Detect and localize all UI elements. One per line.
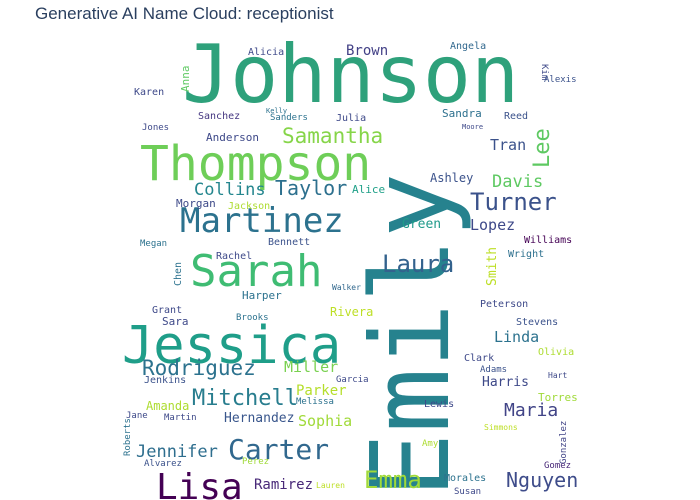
- word-jessica: Jessica: [122, 316, 342, 376]
- word-olivia: Olivia: [538, 347, 575, 358]
- word-hernandez: Hernandez: [224, 411, 295, 426]
- word-gomez: Gomez: [544, 461, 572, 471]
- word-sophia: Sophia: [298, 412, 353, 430]
- word-alice: Alice: [352, 183, 386, 196]
- word-alvarez: Alvarez: [144, 459, 182, 469]
- word-martinez: Martinez: [180, 201, 344, 241]
- word-rivera: Rivera: [330, 305, 374, 319]
- word-anna: Anna: [179, 65, 192, 93]
- chart-title: Generative AI Name Cloud: receptionist: [35, 4, 334, 23]
- word-moore: Moore: [462, 123, 484, 131]
- word-perez: Perez: [242, 457, 270, 467]
- word-alexis: Alexis: [544, 75, 577, 85]
- word-sandra: Sandra: [442, 107, 482, 120]
- word-clark: Clark: [464, 353, 495, 364]
- word-sarah: Sarah: [190, 246, 323, 297]
- word-cloud: Johnson Emily Thompson Jessica Sarah Mar…: [120, 40, 580, 500]
- word-megan: Megan: [140, 239, 168, 249]
- word-chen: Chen: [173, 261, 184, 286]
- word-brown: Brown: [346, 43, 389, 59]
- word-melissa: Melissa: [296, 397, 334, 407]
- word-mitchell: Mitchell: [192, 386, 298, 411]
- word-nguyen: Nguyen: [506, 468, 579, 492]
- word-emma: Emma: [364, 466, 422, 494]
- word-carter: Carter: [228, 433, 330, 466]
- word-reed: Reed: [504, 111, 529, 122]
- word-rachel: Rachel: [216, 251, 253, 262]
- word-stevens: Stevens: [516, 317, 559, 328]
- word-linda: Linda: [494, 328, 540, 346]
- word-smith: Smith: [485, 246, 500, 286]
- word-lopez: Lopez: [470, 216, 516, 234]
- word-karen: Karen: [134, 87, 165, 98]
- word-jennifer: Jennifer: [136, 442, 218, 462]
- word-turner: Turner: [470, 188, 557, 216]
- word-lisa: Lisa: [156, 467, 243, 500]
- word-parker: Parker: [296, 383, 347, 399]
- word-peterson: Peterson: [480, 299, 529, 310]
- word-amy: Amy: [422, 439, 439, 449]
- word-harper: Harper: [242, 289, 282, 302]
- word-walker: Walker: [332, 283, 361, 292]
- word-tran: Tran: [490, 136, 527, 154]
- word-taylor: Taylor: [275, 176, 348, 200]
- word-julia: Julia: [336, 113, 367, 124]
- word-ashley: Ashley: [430, 171, 474, 185]
- word-roberts: Roberts: [123, 418, 133, 456]
- word-brooks: Brooks: [236, 313, 269, 323]
- word-kelly: Kelly: [266, 107, 288, 115]
- word-torres: Torres: [538, 391, 578, 404]
- word-adams: Adams: [480, 365, 508, 375]
- word-sanders: Sanders: [270, 113, 308, 123]
- word-collins: Collins: [194, 180, 266, 200]
- word-morales: Morales: [444, 473, 487, 484]
- word-samantha: Samantha: [282, 124, 384, 148]
- word-rodriguez: Rodriguez: [142, 356, 256, 380]
- word-anderson: Anderson: [206, 131, 259, 144]
- word-martin: Martin: [164, 413, 197, 423]
- word-wright: Wright: [508, 249, 545, 260]
- word-laura: Laura: [382, 250, 455, 278]
- word-lewis: Lewis: [424, 399, 455, 410]
- word-susan: Susan: [454, 487, 482, 497]
- word-lauren: Lauren: [316, 481, 345, 490]
- word-harris: Harris: [482, 375, 529, 390]
- word-grant: Grant: [152, 305, 183, 316]
- word-angela: Angela: [450, 41, 487, 52]
- word-davis: Davis: [492, 172, 544, 192]
- word-jones: Jones: [142, 123, 170, 133]
- word-lee: Lee: [530, 128, 555, 168]
- word-jane: Jane: [126, 411, 148, 421]
- word-gonzalez: Gonzalez: [559, 420, 569, 464]
- word-sanchez: Sanchez: [198, 111, 241, 122]
- word-williams: Williams: [524, 235, 573, 246]
- word-amanda: Amanda: [146, 399, 190, 413]
- word-sara: Sara: [162, 315, 189, 328]
- word-jenkins: Jenkins: [144, 375, 187, 386]
- word-green: Green: [402, 217, 442, 232]
- word-bennett: Bennett: [268, 237, 311, 248]
- word-morgan: Morgan: [176, 197, 216, 210]
- word-ramirez: Ramirez: [254, 477, 314, 493]
- word-thompson: Thompson: [140, 136, 372, 192]
- word-jackson: Jackson: [228, 201, 271, 212]
- word-maria: Maria: [504, 400, 559, 421]
- word-alicia: Alicia: [248, 47, 285, 58]
- word-garcia: Garcia: [336, 375, 369, 385]
- word-miller: Miller: [284, 358, 339, 376]
- word-hart: Hart: [548, 371, 568, 380]
- word-johnson: Johnson: [182, 40, 520, 121]
- word-simmons: Simmons: [484, 423, 518, 432]
